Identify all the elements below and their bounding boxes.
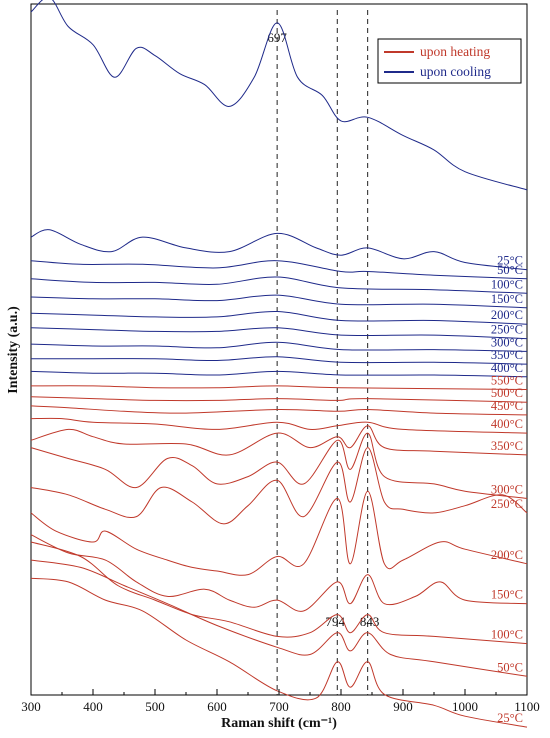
series-label: 450°C bbox=[491, 399, 523, 413]
x-tick-label: 800 bbox=[331, 699, 351, 714]
series-label: 300°C bbox=[491, 335, 523, 349]
series-label: 500°C bbox=[491, 386, 523, 400]
series-label: 50°C bbox=[497, 263, 523, 277]
series-line-heating bbox=[30, 577, 528, 728]
series-line-cooling bbox=[30, 0, 528, 191]
x-tick-label: 400 bbox=[83, 699, 103, 714]
x-tick-label: 700 bbox=[269, 699, 289, 714]
series-label: 350°C bbox=[491, 439, 523, 453]
series-label: 550°C bbox=[491, 374, 523, 388]
series-line-heating bbox=[30, 490, 528, 576]
series-label: 200°C bbox=[491, 308, 523, 322]
series-line-heating bbox=[30, 534, 528, 612]
series-line-cooling bbox=[30, 260, 528, 280]
series-label: 100°C bbox=[491, 628, 523, 642]
series-line-cooling bbox=[31, 356, 528, 365]
legend: upon heating upon cooling bbox=[377, 38, 522, 84]
series-line-cooling bbox=[30, 310, 528, 325]
peak-label: 843 bbox=[360, 614, 380, 629]
series-label: 250°C bbox=[491, 323, 523, 337]
series-label: 250°C bbox=[491, 497, 523, 511]
series-label: 400°C bbox=[491, 417, 523, 431]
series-label: 25°C bbox=[497, 711, 523, 725]
series-line-heating bbox=[30, 447, 528, 525]
legend-label-cooling: upon cooling bbox=[420, 64, 491, 79]
series-label: 300°C bbox=[491, 482, 523, 496]
x-tick-label: 900 bbox=[393, 699, 413, 714]
series-line-heating bbox=[30, 405, 528, 416]
x-tick-label: 1100 bbox=[514, 699, 540, 714]
legend-label-heating: upon heating bbox=[420, 44, 490, 59]
series-line-cooling bbox=[30, 370, 528, 378]
series-line-heating bbox=[30, 396, 528, 403]
series-label: 150°C bbox=[491, 588, 523, 602]
series-line-cooling bbox=[30, 327, 528, 340]
reference-lines: 697 794 843 bbox=[267, 10, 379, 695]
legend-box bbox=[377, 38, 522, 84]
peak-label: 697 bbox=[267, 30, 287, 45]
series-layer: 25°C50°C100°C150°C200°C250°C300°C350°C40… bbox=[30, 0, 528, 728]
series-line-cooling bbox=[30, 294, 528, 309]
series-label: 150°C bbox=[491, 292, 523, 306]
x-tick-label: 1000 bbox=[452, 699, 478, 714]
x-axis-title: Raman shift (cm⁻¹) bbox=[221, 716, 337, 731]
series-line-cooling bbox=[30, 341, 528, 352]
series-label: 400°C bbox=[491, 361, 523, 375]
series-label: 350°C bbox=[491, 348, 523, 362]
series-line-heating bbox=[30, 559, 528, 677]
series-label: 50°C bbox=[497, 660, 523, 674]
series-line-cooling bbox=[30, 276, 528, 294]
x-tick-label: 300 bbox=[21, 699, 41, 714]
series-line-heating bbox=[30, 417, 528, 434]
series-line-heating bbox=[30, 541, 528, 645]
series-line-heating bbox=[30, 432, 528, 499]
series-line-heating bbox=[30, 385, 528, 390]
series-line-heating bbox=[30, 425, 528, 456]
x-axis: 300 400 500 600 700 800 900 1000 1100 bbox=[21, 689, 540, 714]
x-tick-label: 500 bbox=[145, 699, 165, 714]
series-label: 25°C bbox=[497, 254, 523, 268]
x-tick-label: 600 bbox=[207, 699, 227, 714]
peak-label: 794 bbox=[326, 614, 346, 629]
y-axis-title: Intensity (a.u.) bbox=[6, 306, 21, 394]
series-label: 200°C bbox=[491, 548, 523, 562]
series-label: 100°C bbox=[491, 277, 523, 291]
series-line-cooling bbox=[30, 229, 528, 271]
